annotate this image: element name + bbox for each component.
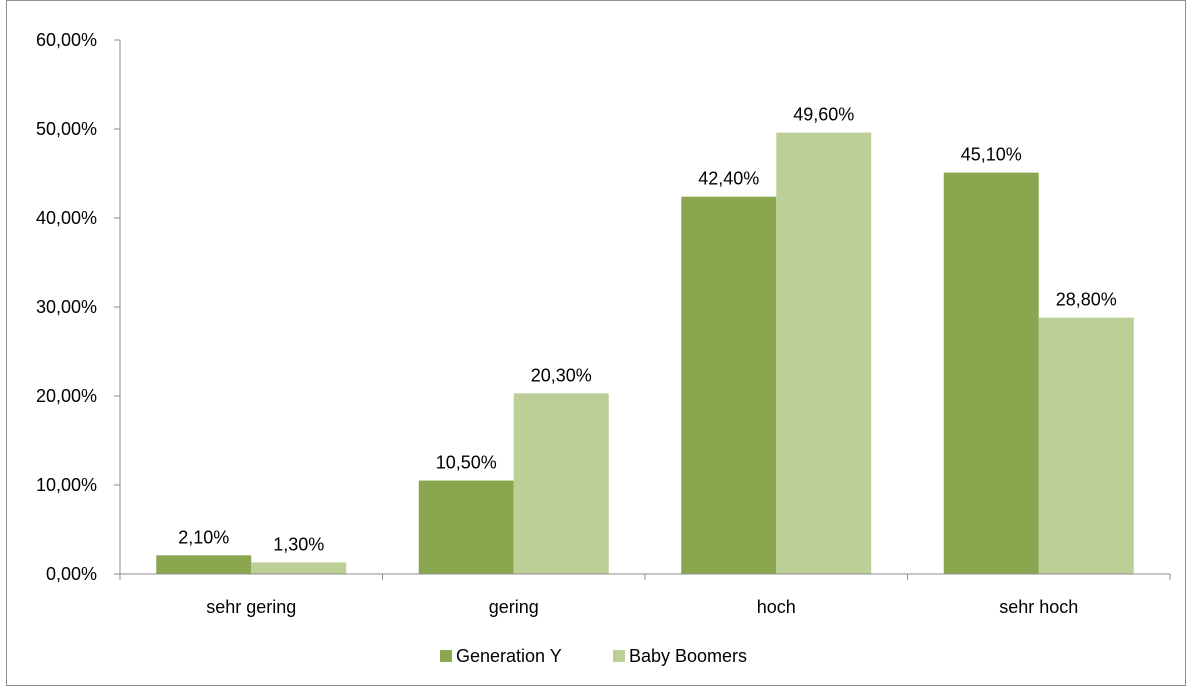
legend-item[interactable]: Baby Boomers xyxy=(613,646,747,666)
legend-label: Generation Y xyxy=(456,646,562,666)
legend-item[interactable]: Generation Y xyxy=(440,646,562,666)
y-tick-label: 20,00% xyxy=(36,386,97,406)
legend-label: Baby Boomers xyxy=(629,646,747,666)
y-tick-label: 10,00% xyxy=(36,475,97,495)
bar[interactable] xyxy=(1038,317,1134,574)
bar[interactable] xyxy=(513,393,609,574)
x-category-label: gering xyxy=(489,597,539,617)
data-label: 49,60% xyxy=(793,105,854,125)
legend[interactable]: Generation Y Baby Boomers xyxy=(440,646,747,666)
bar[interactable] xyxy=(418,480,514,574)
y-tick-label: 50,00% xyxy=(36,119,97,139)
y-tick-label: 60,00% xyxy=(36,30,97,50)
data-label: 42,40% xyxy=(698,169,759,189)
legend-swatch xyxy=(440,650,452,662)
bars xyxy=(156,132,1134,575)
bar[interactable] xyxy=(251,562,347,574)
y-tick-label: 40,00% xyxy=(36,208,97,228)
data-label: 10,50% xyxy=(436,453,497,473)
x-category-label: sehr gering xyxy=(206,597,296,617)
x-axis: sehr gering gering hoch sehr hoch xyxy=(119,573,1171,617)
data-label: 20,30% xyxy=(531,365,592,385)
data-label: 45,10% xyxy=(961,145,1022,165)
data-labels: 2,10% 1,30% 10,50% 20,30% 42,40% 49,60% 45,10%… xyxy=(178,105,1117,555)
x-category-label: sehr hoch xyxy=(999,597,1078,617)
bar[interactable] xyxy=(776,132,872,574)
bar[interactable] xyxy=(156,555,252,574)
data-label: 28,80% xyxy=(1056,290,1117,310)
y-tick-label: 30,00% xyxy=(36,297,97,317)
data-label: 1,30% xyxy=(273,534,324,554)
bar[interactable] xyxy=(681,196,777,574)
y-axis: 0,00% 10,00% 20,00% 30,00% 40,00% 50,00% 60,00… xyxy=(36,30,121,584)
bar[interactable] xyxy=(943,172,1039,575)
legend-swatch xyxy=(613,650,625,662)
x-category-label: hoch xyxy=(757,597,796,617)
y-tick-label: 0,00% xyxy=(46,564,97,584)
data-label: 2,10% xyxy=(178,527,229,547)
